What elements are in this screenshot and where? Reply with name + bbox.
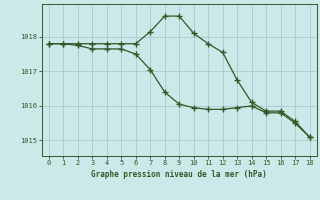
X-axis label: Graphe pression niveau de la mer (hPa): Graphe pression niveau de la mer (hPa) bbox=[91, 170, 267, 179]
